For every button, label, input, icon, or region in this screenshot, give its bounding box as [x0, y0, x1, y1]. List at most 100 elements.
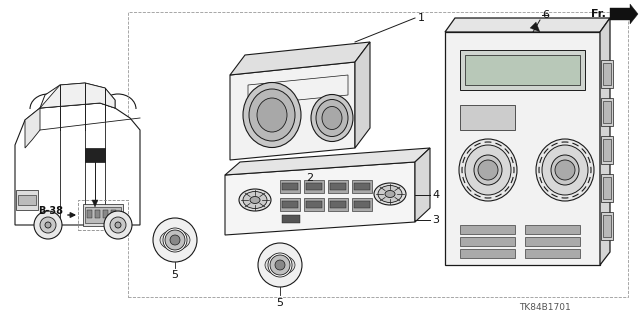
Ellipse shape — [250, 197, 260, 204]
Bar — [280, 180, 300, 193]
Circle shape — [45, 222, 51, 228]
Circle shape — [153, 218, 197, 262]
Bar — [354, 183, 370, 190]
Circle shape — [270, 255, 290, 275]
Circle shape — [258, 243, 302, 287]
Polygon shape — [445, 32, 600, 265]
Bar — [18, 195, 36, 205]
Text: 2: 2 — [307, 173, 314, 183]
Text: 5: 5 — [276, 298, 284, 308]
Bar — [460, 249, 515, 258]
Circle shape — [555, 160, 575, 180]
Ellipse shape — [249, 89, 295, 141]
Circle shape — [478, 160, 498, 180]
Bar — [460, 105, 515, 130]
Bar — [87, 210, 92, 218]
Ellipse shape — [265, 255, 295, 275]
Ellipse shape — [311, 94, 353, 142]
Bar — [306, 183, 322, 190]
Ellipse shape — [239, 189, 271, 211]
Polygon shape — [530, 22, 540, 32]
Polygon shape — [415, 148, 430, 222]
Bar — [525, 237, 580, 246]
Polygon shape — [40, 83, 115, 108]
Bar — [460, 237, 515, 246]
Ellipse shape — [465, 145, 511, 195]
Bar — [354, 201, 370, 208]
Polygon shape — [225, 162, 415, 235]
Text: Fr.: Fr. — [591, 9, 606, 19]
Bar — [601, 136, 613, 164]
Circle shape — [275, 260, 285, 270]
Ellipse shape — [385, 190, 395, 197]
Bar — [85, 207, 121, 223]
Ellipse shape — [378, 186, 402, 203]
Bar — [603, 139, 611, 161]
Bar — [95, 210, 100, 218]
Text: TK84B1701: TK84B1701 — [519, 302, 571, 311]
Circle shape — [163, 228, 187, 252]
Circle shape — [40, 217, 56, 233]
Text: 5: 5 — [172, 270, 179, 280]
Polygon shape — [610, 4, 638, 24]
Polygon shape — [40, 83, 115, 108]
Bar — [460, 50, 585, 90]
Bar — [601, 174, 613, 202]
Bar — [465, 55, 580, 85]
Ellipse shape — [459, 139, 517, 201]
Text: 4: 4 — [432, 190, 439, 200]
Polygon shape — [230, 42, 370, 75]
Bar — [603, 177, 611, 199]
Text: 3: 3 — [432, 215, 439, 225]
Circle shape — [170, 235, 180, 245]
Circle shape — [34, 211, 62, 239]
Bar — [328, 198, 348, 211]
Bar — [525, 249, 580, 258]
Polygon shape — [225, 148, 430, 175]
Polygon shape — [25, 108, 40, 148]
Bar — [601, 98, 613, 126]
Bar — [328, 180, 348, 193]
Ellipse shape — [474, 155, 502, 185]
Ellipse shape — [374, 183, 406, 205]
Bar — [85, 148, 105, 162]
Ellipse shape — [316, 100, 348, 137]
Bar — [78, 200, 128, 230]
Ellipse shape — [551, 155, 579, 185]
Bar — [280, 198, 300, 211]
Polygon shape — [600, 18, 610, 265]
Bar — [282, 201, 298, 208]
Bar — [111, 210, 116, 218]
Ellipse shape — [542, 145, 588, 195]
Polygon shape — [445, 18, 610, 32]
Bar — [603, 215, 611, 237]
Bar — [460, 225, 515, 234]
Ellipse shape — [322, 107, 342, 130]
Bar — [601, 60, 613, 88]
Bar — [282, 183, 298, 190]
Bar — [601, 212, 613, 240]
Bar — [330, 201, 346, 208]
Ellipse shape — [536, 139, 594, 201]
Circle shape — [268, 253, 292, 277]
Bar — [103, 210, 108, 218]
Circle shape — [165, 230, 185, 250]
Bar — [304, 180, 324, 193]
Ellipse shape — [243, 83, 301, 147]
Bar — [128, 12, 628, 297]
Bar — [282, 215, 300, 223]
Ellipse shape — [160, 230, 190, 250]
Ellipse shape — [257, 98, 287, 132]
Polygon shape — [15, 103, 140, 225]
Bar — [603, 63, 611, 85]
Bar — [352, 198, 372, 211]
Text: 1: 1 — [418, 13, 425, 23]
Bar — [306, 201, 322, 208]
Bar — [304, 198, 324, 211]
Circle shape — [110, 217, 126, 233]
Bar — [330, 183, 346, 190]
Polygon shape — [92, 200, 98, 207]
Bar — [603, 101, 611, 123]
Bar — [16, 190, 38, 210]
Bar — [525, 225, 580, 234]
